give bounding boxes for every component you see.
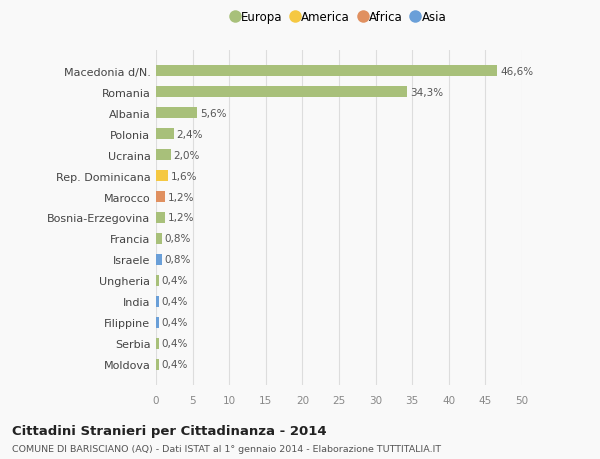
Bar	[156, 359, 159, 370]
Bar	[156, 233, 162, 245]
Text: 0,4%: 0,4%	[162, 318, 188, 328]
Bar	[156, 212, 165, 224]
Bar	[156, 129, 173, 140]
Bar	[156, 66, 497, 77]
Bar	[156, 170, 168, 182]
Legend: Europa, America, Africa, Asia: Europa, America, Africa, Asia	[227, 6, 451, 28]
Text: Cittadini Stranieri per Cittadinanza - 2014: Cittadini Stranieri per Cittadinanza - 2…	[12, 425, 326, 437]
Text: 34,3%: 34,3%	[410, 87, 443, 97]
Text: 1,2%: 1,2%	[168, 192, 194, 202]
Text: 0,4%: 0,4%	[162, 297, 188, 307]
Text: 46,6%: 46,6%	[500, 67, 533, 77]
Text: COMUNE DI BARISCIANO (AQ) - Dati ISTAT al 1° gennaio 2014 - Elaborazione TUTTITA: COMUNE DI BARISCIANO (AQ) - Dati ISTAT a…	[12, 444, 441, 453]
Text: 0,8%: 0,8%	[165, 255, 191, 265]
Bar	[156, 338, 159, 349]
Bar	[156, 191, 165, 203]
Text: 5,6%: 5,6%	[200, 108, 226, 118]
Text: 0,4%: 0,4%	[162, 276, 188, 286]
Text: 0,4%: 0,4%	[162, 359, 188, 369]
Bar	[156, 296, 159, 308]
Bar	[156, 150, 170, 161]
Text: 1,2%: 1,2%	[168, 213, 194, 223]
Text: 0,4%: 0,4%	[162, 339, 188, 349]
Text: 1,6%: 1,6%	[170, 171, 197, 181]
Text: 0,8%: 0,8%	[165, 234, 191, 244]
Text: 2,0%: 2,0%	[173, 150, 200, 160]
Bar	[156, 87, 407, 98]
Bar	[156, 107, 197, 119]
Text: 2,4%: 2,4%	[176, 129, 203, 139]
Bar	[156, 275, 159, 286]
Bar	[156, 254, 162, 266]
Bar	[156, 317, 159, 329]
